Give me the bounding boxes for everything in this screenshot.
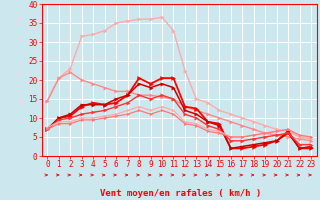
- Text: Vent moyen/en rafales ( km/h ): Vent moyen/en rafales ( km/h ): [100, 189, 261, 198]
